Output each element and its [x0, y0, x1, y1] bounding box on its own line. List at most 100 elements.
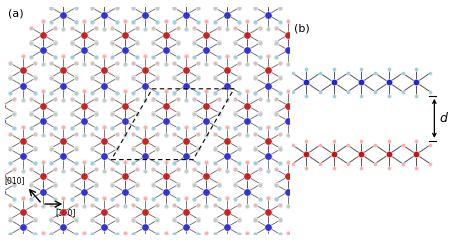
Point [141, 240, 149, 241]
Point [292, 146, 300, 150]
Point [371, 71, 379, 75]
Point [100, 140, 108, 144]
Point [244, 231, 251, 235]
Point [264, 0, 272, 1]
Point [129, 76, 137, 80]
Point [211, 91, 219, 94]
Point [60, 139, 67, 143]
Point [141, 13, 149, 17]
Point [7, 75, 14, 79]
Point [182, 211, 190, 215]
Point [305, 153, 312, 157]
Point [141, 225, 149, 229]
Point [182, 82, 190, 86]
Point [223, 68, 231, 72]
Point [7, 91, 14, 94]
Point [284, 48, 292, 52]
Point [68, 183, 75, 187]
Point [31, 161, 38, 165]
Point [194, 20, 202, 24]
Point [154, 61, 161, 65]
Point [100, 68, 108, 72]
Point [182, 224, 190, 228]
Point [191, 238, 198, 241]
Point [154, 91, 161, 94]
Point [292, 203, 300, 207]
Point [121, 160, 128, 164]
Point [194, 217, 202, 221]
Point [203, 62, 210, 66]
Point [19, 69, 27, 73]
Point [39, 118, 47, 122]
Point [371, 143, 379, 147]
Point [113, 232, 120, 236]
Point [264, 154, 272, 158]
Point [80, 133, 88, 137]
Point [256, 40, 264, 44]
Point [272, 126, 280, 130]
Point [121, 48, 128, 52]
Point [113, 20, 120, 24]
Point [182, 0, 190, 1]
Point [31, 132, 38, 136]
Point [72, 91, 80, 94]
Point [211, 161, 219, 165]
Point [72, 217, 80, 221]
Point [297, 41, 304, 45]
Point [223, 211, 231, 215]
Point [100, 12, 108, 16]
Point [88, 217, 96, 221]
Point [113, 132, 120, 136]
Point [149, 111, 157, 115]
Point [60, 140, 67, 144]
Point [191, 111, 198, 115]
Point [10, 197, 18, 201]
Point [19, 68, 27, 72]
Point [305, 27, 312, 31]
Point [297, 97, 304, 100]
Point [223, 125, 231, 129]
Point [0, 190, 6, 194]
Point [231, 183, 239, 187]
Point [231, 126, 239, 130]
Point [297, 126, 304, 130]
Point [357, 94, 365, 98]
Point [264, 82, 272, 86]
Point [191, 97, 198, 100]
Point [385, 139, 392, 143]
Point [47, 232, 55, 236]
Point [129, 146, 137, 150]
Point [292, 75, 300, 79]
Point [27, 111, 35, 115]
Point [305, 139, 312, 143]
Point [100, 54, 108, 58]
Point [305, 125, 312, 129]
Point [154, 232, 161, 236]
Point [412, 139, 420, 143]
Point [60, 169, 67, 173]
Point [19, 84, 27, 87]
Point [27, 40, 35, 44]
Point [244, 89, 251, 93]
Point [129, 6, 137, 10]
Point [52, 111, 59, 115]
Point [113, 218, 120, 222]
Point [182, 240, 190, 241]
Point [236, 61, 243, 65]
Point [289, 90, 296, 94]
Point [52, 97, 59, 100]
Point [182, 154, 190, 158]
Point [88, 161, 96, 165]
Point [264, 68, 272, 72]
Point [27, 182, 35, 186]
Point [244, 189, 251, 193]
Point [170, 20, 178, 24]
Point [141, 169, 149, 173]
Point [31, 146, 38, 150]
Point [252, 75, 259, 79]
Point [47, 6, 55, 10]
Point [170, 91, 178, 94]
Point [292, 132, 300, 136]
Point [412, 80, 420, 84]
Point [19, 225, 27, 229]
